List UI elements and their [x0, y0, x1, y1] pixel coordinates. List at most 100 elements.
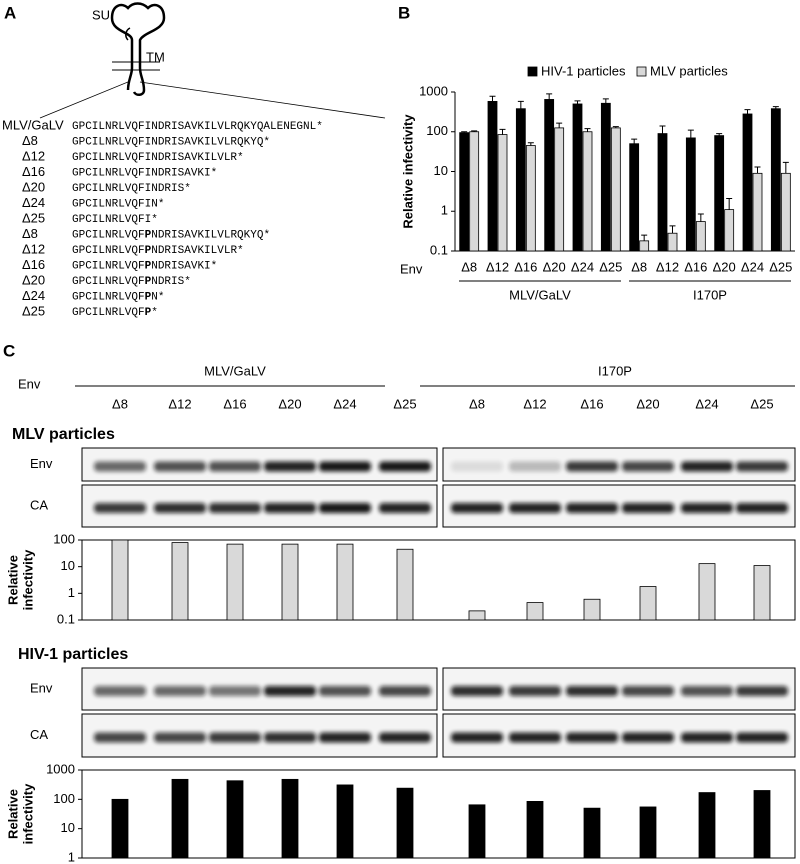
bar — [281, 778, 299, 859]
sequence: GPCILNRLVQFINDRISAVKILVLR* — [72, 152, 244, 164]
blot-band — [451, 732, 503, 743]
bar — [497, 134, 508, 252]
error-bar — [744, 109, 751, 114]
sequence-mutation: P — [145, 229, 152, 241]
bar — [281, 543, 299, 621]
y-tick-label: 1000 — [46, 761, 75, 776]
blot-band — [94, 503, 146, 513]
blot-band — [154, 503, 206, 513]
y-axis-label: Relative — [5, 555, 20, 605]
error-bar — [659, 125, 666, 134]
blot-band — [379, 732, 431, 743]
construct-label: Δ8 — [22, 133, 38, 148]
error-bar — [687, 129, 694, 138]
blot-band — [509, 461, 561, 472]
error-bar — [612, 126, 619, 128]
error-bar — [669, 225, 676, 234]
construct-label: Δ16 — [22, 257, 45, 272]
blot-band — [379, 686, 431, 696]
x-tick-label: Δ12 — [486, 259, 509, 274]
error-bar — [602, 98, 609, 104]
y-tick-label: 100 — [53, 531, 75, 546]
sequence-part: GPCILNRLVQFINDRISAVKI* — [72, 167, 217, 179]
error-bar — [726, 197, 733, 210]
env-label: Env — [18, 376, 41, 391]
sequence-part: GPCILNRLVQFI* — [72, 214, 158, 226]
blot-band — [154, 686, 206, 696]
bar — [396, 548, 414, 621]
y-tick-label: 100 — [53, 791, 75, 806]
lane-label: Δ12 — [523, 396, 546, 411]
blot-band — [622, 686, 674, 696]
panel-letter: C — [3, 341, 15, 360]
x-tick-label: Δ12 — [656, 259, 679, 274]
bar — [724, 209, 735, 252]
bar — [639, 240, 650, 252]
error-bar — [527, 142, 534, 146]
su-label: SU — [92, 7, 110, 22]
bar — [487, 101, 498, 252]
legend-swatch — [636, 66, 647, 77]
bar — [639, 806, 657, 859]
bar — [714, 135, 725, 252]
blot-band — [319, 461, 371, 472]
blot-band — [209, 732, 261, 743]
blot-band — [566, 503, 618, 513]
x-tick-label: Δ24 — [571, 259, 594, 274]
y-tick-label: 10 — [61, 558, 75, 573]
error-bar — [631, 138, 638, 144]
y-tick-label: 0.1 — [430, 242, 448, 257]
blot-row-label: Env — [30, 680, 53, 695]
sequence-part: GPCILNRLVQF — [72, 245, 145, 257]
bar — [629, 143, 640, 252]
y-axis-label: infectivity — [20, 783, 35, 844]
blot-band — [264, 686, 316, 696]
bar — [336, 784, 354, 859]
sequence-part: GPCILNRLVQFINDRIS* — [72, 183, 191, 195]
sequence-part: NDRISAVKI* — [151, 260, 217, 272]
bar — [583, 598, 601, 621]
blot-band — [94, 686, 146, 696]
panel-letter: B — [398, 3, 410, 22]
legend-label: MLV particles — [650, 63, 728, 78]
group-label: I170P — [598, 363, 632, 378]
bar — [639, 586, 657, 621]
blot-band — [622, 503, 674, 513]
bar — [572, 103, 583, 252]
error-bar — [517, 100, 524, 109]
sequence-part: GPCILNRLVQFINDRISAVKILVLRQKYQALENEGNL* — [72, 121, 323, 133]
bar — [468, 804, 486, 859]
construct-label: Δ12 — [22, 148, 45, 163]
blot-band — [451, 503, 503, 513]
y-tick-label: 100 — [426, 123, 448, 138]
lane-label: Δ25 — [393, 396, 416, 411]
construct-label: Δ12 — [22, 241, 45, 256]
tm-label: TM — [146, 49, 165, 64]
error-bar — [461, 131, 468, 133]
sequence: GPCILNRLVQFPNDRISAVKI* — [72, 260, 217, 272]
sequence-part: * — [151, 307, 158, 319]
legend-label: HIV-1 particles — [541, 63, 626, 78]
error-bar — [471, 130, 478, 132]
blot-band — [681, 686, 733, 696]
sequence: GPCILNRLVQFIN* — [72, 198, 164, 210]
sequence-mutation: P — [145, 307, 152, 319]
bar — [752, 172, 763, 252]
bar — [469, 131, 480, 252]
sequence: GPCILNRLVQFPNDRISAVKILVLR* — [72, 245, 244, 257]
error-bar — [556, 122, 563, 128]
x-tick-label: Δ20 — [543, 259, 566, 274]
bar — [111, 539, 129, 621]
error-bar — [754, 166, 761, 174]
blot-band — [566, 461, 618, 472]
bar — [685, 137, 696, 252]
section-title: HIV-1 particles — [18, 646, 128, 663]
blot-band — [154, 732, 206, 743]
y-tick-label: 10 — [434, 163, 448, 178]
blot-band — [566, 732, 618, 743]
group-label: I170P — [693, 287, 727, 302]
error-bar — [499, 128, 506, 135]
bar — [770, 108, 781, 252]
x-tick-label: Δ16 — [514, 259, 537, 274]
x-tick-label: Δ24 — [741, 259, 764, 274]
